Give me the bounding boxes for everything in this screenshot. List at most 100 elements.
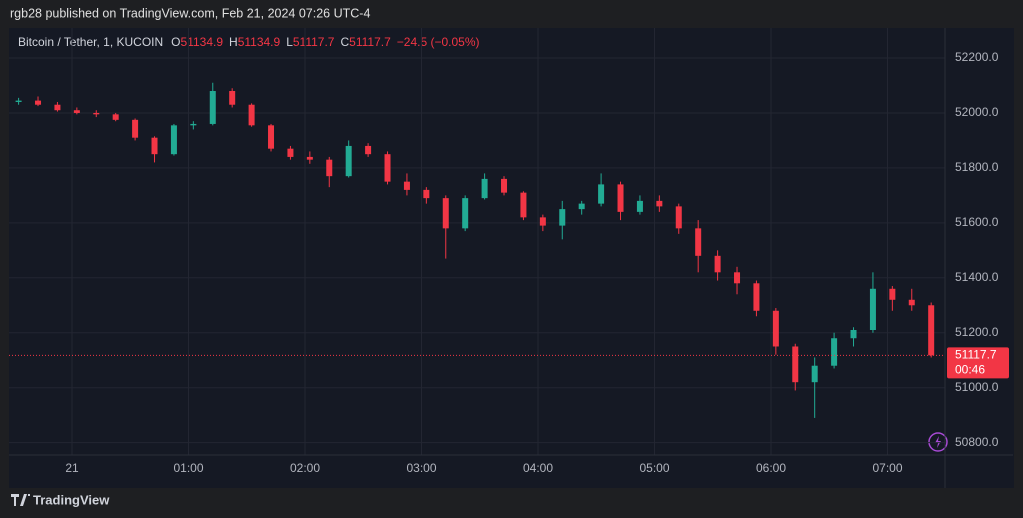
candle [112, 112, 119, 122]
candle [306, 151, 313, 164]
candle-body [151, 137, 158, 155]
candle [734, 266, 741, 295]
candle [73, 107, 80, 115]
candle [908, 288, 915, 311]
candle [928, 302, 935, 358]
candle [675, 203, 682, 234]
candle-body [384, 154, 391, 182]
y-tick-label: 50800.0 [955, 435, 999, 449]
candle [889, 286, 896, 311]
candle [15, 97, 22, 105]
candle [811, 357, 818, 418]
candle [617, 181, 624, 221]
x-tick-label: 06:00 [756, 461, 786, 475]
low-label: L [286, 35, 293, 49]
candle-body [209, 90, 216, 124]
candle-body [481, 178, 488, 199]
candle [656, 195, 663, 212]
close-label: C [340, 35, 349, 49]
y-tick-label: 51600.0 [955, 215, 999, 229]
candle [462, 195, 469, 232]
candle [93, 110, 100, 118]
y-tick-label: 51000.0 [955, 380, 999, 394]
x-tick-label: 04:00 [523, 461, 553, 475]
candle [501, 176, 508, 196]
x-tick-label: 02:00 [290, 461, 320, 475]
candle [403, 173, 410, 196]
candle-body [617, 184, 624, 212]
candle [365, 143, 372, 157]
candle [132, 118, 139, 141]
candle [714, 250, 721, 281]
candle-body [656, 200, 663, 207]
y-tick-label: 51800.0 [955, 160, 999, 174]
y-tick-label: 52200.0 [955, 50, 999, 64]
y-tick-label: 51400.0 [955, 270, 999, 284]
candle-body [93, 112, 100, 115]
candle-body [636, 200, 643, 212]
candle [598, 173, 605, 207]
candle [695, 220, 702, 273]
brand: TradingView [33, 492, 110, 507]
candle-body [908, 299, 915, 306]
candle [753, 280, 760, 317]
candle-body [345, 145, 352, 177]
x-tick-label: 05:00 [639, 461, 669, 475]
candle-body [15, 100, 22, 102]
candle-body [229, 90, 236, 105]
candle-body [326, 159, 333, 177]
candle-body [753, 283, 760, 311]
open-value: 51134.9 [181, 35, 224, 49]
candle-body [112, 114, 119, 120]
candle-body [772, 310, 779, 347]
candle-body [132, 119, 139, 138]
candle-body [928, 305, 935, 356]
candle [869, 272, 876, 333]
candle [190, 121, 197, 130]
candle [248, 103, 255, 127]
candle-body [734, 272, 741, 284]
candle [792, 343, 799, 391]
candle [229, 88, 236, 108]
candle-body [578, 203, 585, 210]
candle [326, 156, 333, 188]
candle [850, 327, 857, 347]
candle-body [35, 100, 42, 105]
candle-body [501, 178, 508, 193]
x-tick-label: 07:00 [872, 461, 902, 475]
candle [481, 173, 488, 200]
candle-body [190, 123, 197, 126]
candle-body [287, 148, 294, 157]
legend: Bitcoin / Tether, 1, KUCOIN O51134.9 H5113… [18, 35, 480, 49]
change: −24.5 (−0.05%) [397, 35, 480, 49]
x-tick-label: 01:00 [173, 461, 203, 475]
candle [831, 332, 838, 369]
last-price-box [947, 347, 1009, 379]
y-tick-label: 52000.0 [955, 105, 999, 119]
candle-body [520, 192, 527, 218]
candle [636, 195, 643, 215]
candle-body [54, 104, 61, 111]
candle [559, 200, 566, 240]
candle-body [306, 156, 313, 160]
candle-body [559, 209, 566, 226]
candle-body [423, 189, 430, 199]
candle [520, 191, 527, 221]
candle-body [850, 330, 857, 339]
candle [345, 140, 352, 178]
candle-body [598, 184, 605, 204]
countdown: 00:46 [955, 363, 985, 377]
y-tick-label: 51200.0 [955, 325, 999, 339]
candle [578, 200, 585, 215]
candle-body [442, 198, 449, 229]
low-value: 51117.7 [293, 35, 335, 49]
candle [268, 123, 275, 152]
x-tick-label: 03:00 [406, 461, 436, 475]
bolt-icon [928, 432, 948, 452]
high-label: H [229, 35, 238, 49]
candle [772, 308, 779, 355]
publish-info: rgb28 published on TradingView.com, Feb … [10, 6, 370, 20]
logo-icon [11, 494, 30, 506]
candle-body [869, 288, 876, 330]
